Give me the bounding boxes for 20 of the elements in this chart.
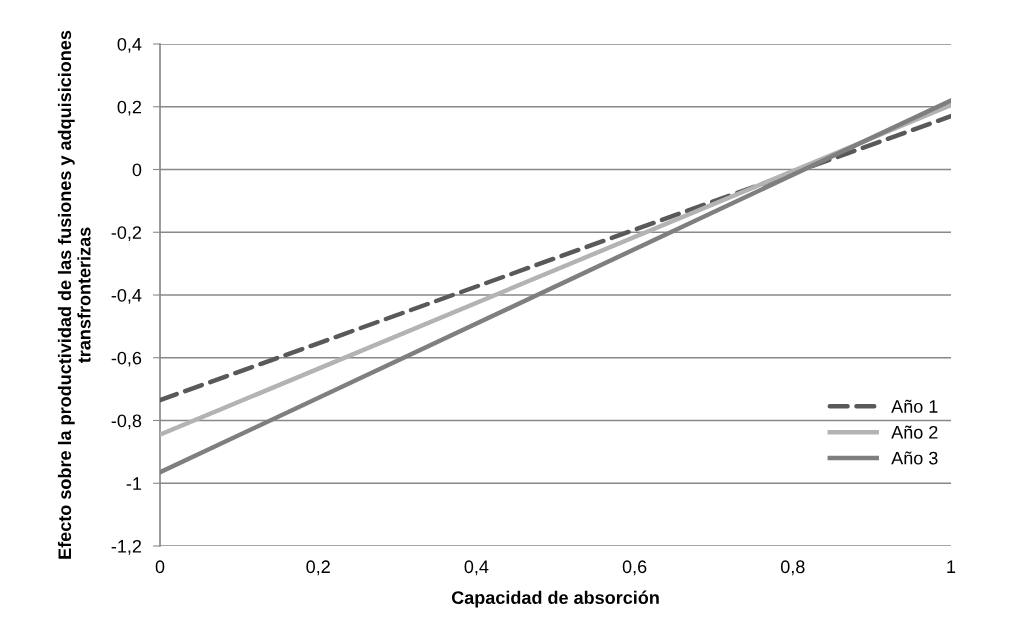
y-tick-label: -0,6 — [111, 351, 142, 367]
legend-label: Año 1 — [891, 399, 938, 413]
x-tick-label: 0,4 — [464, 560, 489, 576]
x-tick-label: 0,8 — [780, 560, 805, 576]
y-tick-label: -0,4 — [111, 288, 142, 304]
y-tick-label: -0,2 — [111, 226, 142, 242]
y-axis-title: Efecto sobre la productividad de las fusiones y adquisiciones transfronterizas — [57, 30, 91, 559]
y-tick-label: -1,2 — [111, 539, 142, 555]
y-tick-label: 0,4 — [117, 37, 142, 53]
y-tick-label: -0,8 — [111, 414, 142, 430]
x-tick-label: 0,2 — [306, 560, 330, 576]
legend-label: Año 2 — [891, 425, 938, 439]
x-axis-title: Capacidad de absorción — [451, 590, 659, 608]
y-tick-label: 0 — [132, 163, 142, 177]
x-tick-label: 0,6 — [622, 560, 647, 576]
legend-label: Año 3 — [891, 451, 938, 465]
y-tick-label: 0,2 — [117, 100, 142, 116]
y-tick-label: -1 — [126, 477, 142, 490]
x-tick-label: 1 — [947, 560, 956, 573]
x-tick-label: 0 — [155, 560, 165, 574]
